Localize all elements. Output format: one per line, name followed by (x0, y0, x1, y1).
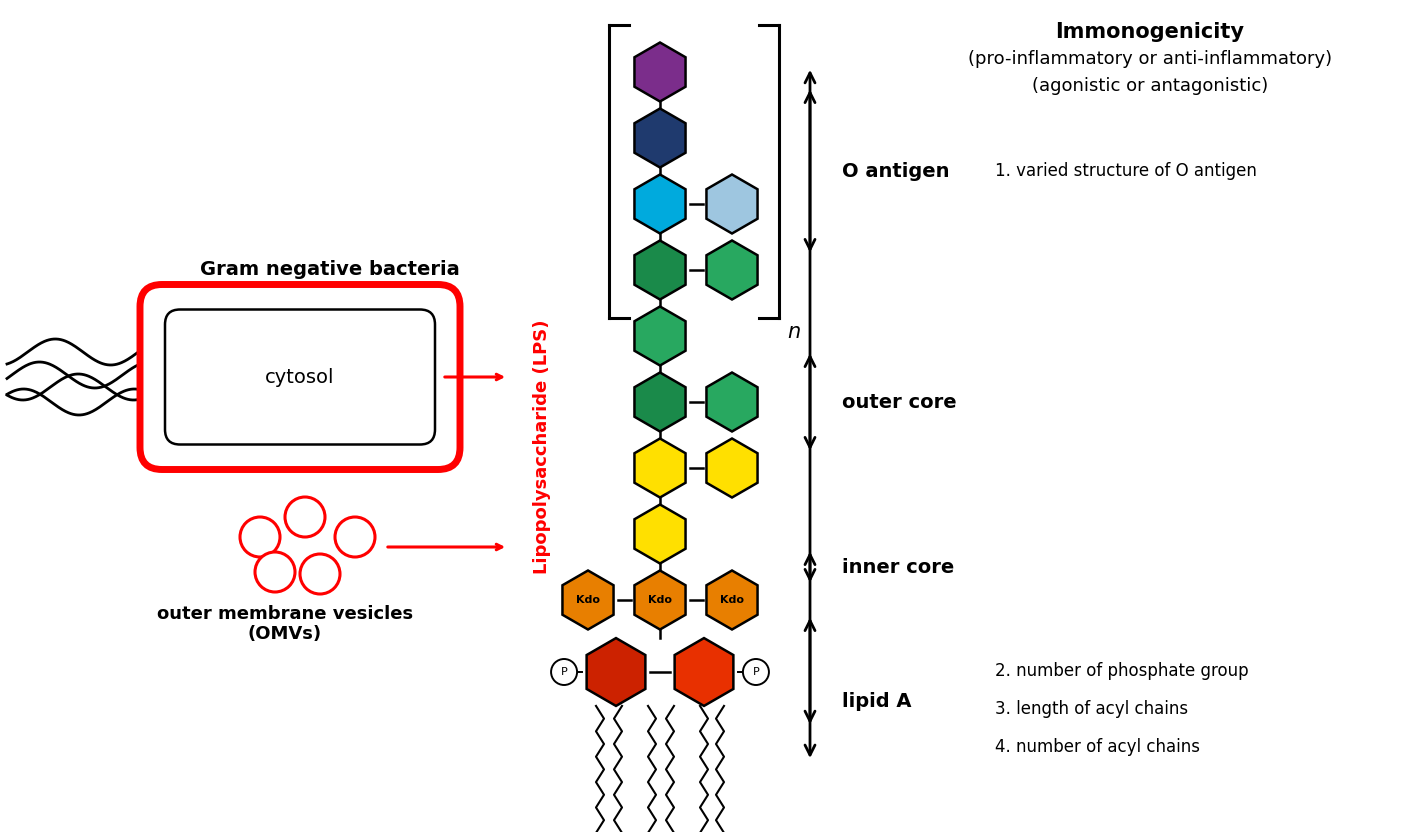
Circle shape (334, 517, 376, 557)
Text: P: P (752, 667, 760, 677)
Text: O antigen: O antigen (842, 161, 949, 181)
Text: P: P (561, 667, 567, 677)
Polygon shape (707, 438, 758, 498)
Text: 1. varied structure of O antigen: 1. varied structure of O antigen (995, 162, 1257, 180)
Circle shape (255, 552, 295, 592)
Text: 4. number of acyl chains: 4. number of acyl chains (995, 738, 1200, 756)
Polygon shape (635, 373, 686, 432)
Text: cytosol: cytosol (265, 368, 334, 387)
Polygon shape (635, 504, 686, 563)
Polygon shape (707, 240, 758, 300)
Polygon shape (635, 240, 686, 300)
Text: (pro-inflammatory or anti-inflammatory): (pro-inflammatory or anti-inflammatory) (968, 50, 1332, 68)
Polygon shape (635, 42, 686, 102)
Text: 2. number of phosphate group: 2. number of phosphate group (995, 662, 1248, 680)
FancyBboxPatch shape (164, 310, 435, 444)
Polygon shape (635, 571, 686, 630)
Text: Lipopolysaccharide (LPS): Lipopolysaccharide (LPS) (533, 319, 551, 574)
Polygon shape (635, 175, 686, 234)
Text: n: n (788, 321, 801, 341)
Text: (agonistic or antagonistic): (agonistic or antagonistic) (1032, 77, 1268, 95)
Polygon shape (707, 175, 758, 234)
Circle shape (285, 497, 324, 537)
Text: 3. length of acyl chains: 3. length of acyl chains (995, 700, 1187, 718)
Text: lipid A: lipid A (842, 691, 911, 711)
Text: Gram negative bacteria: Gram negative bacteria (200, 260, 461, 279)
Polygon shape (563, 571, 614, 630)
Polygon shape (635, 306, 686, 365)
Text: outer membrane vesicles
(OMVs): outer membrane vesicles (OMVs) (157, 605, 414, 643)
FancyBboxPatch shape (140, 285, 461, 469)
Text: inner core: inner core (842, 557, 954, 577)
Text: Kdo: Kdo (648, 595, 672, 605)
Polygon shape (674, 638, 734, 706)
Polygon shape (707, 373, 758, 432)
Polygon shape (635, 438, 686, 498)
Polygon shape (635, 108, 686, 167)
Text: Kdo: Kdo (720, 595, 744, 605)
Circle shape (239, 517, 281, 557)
Circle shape (300, 554, 340, 594)
Polygon shape (587, 638, 645, 706)
Text: Immonogenicity: Immonogenicity (1056, 22, 1244, 42)
Polygon shape (707, 571, 758, 630)
Circle shape (743, 659, 769, 685)
Text: outer core: outer core (842, 393, 956, 412)
Text: Kdo: Kdo (575, 595, 599, 605)
Circle shape (551, 659, 577, 685)
